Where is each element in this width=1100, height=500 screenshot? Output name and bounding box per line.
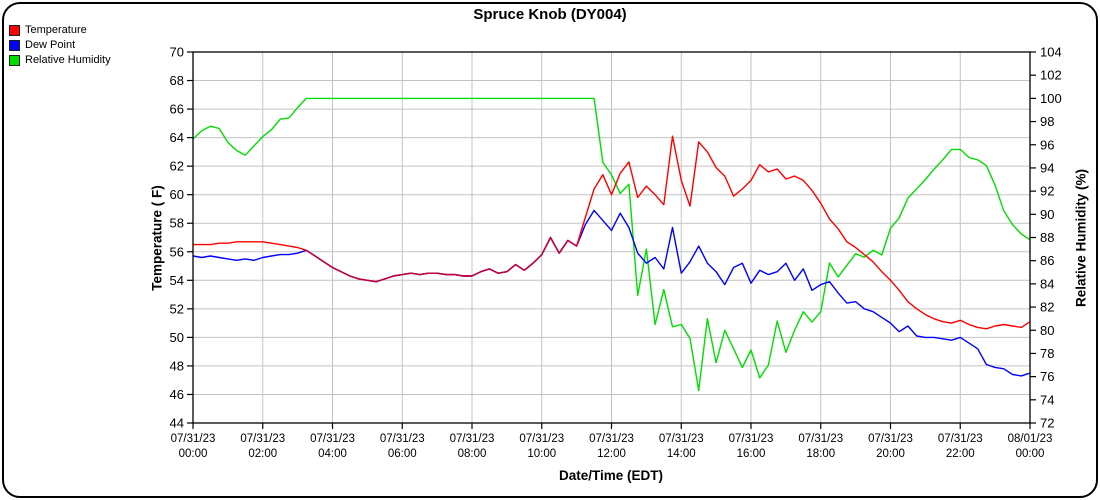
y-left-tick-label: 54 bbox=[170, 273, 184, 288]
x-tick-label-date: 07/31/23 bbox=[659, 433, 704, 445]
temperature-swatch-icon bbox=[9, 25, 20, 36]
x-tick-label-date: 07/31/23 bbox=[240, 433, 285, 445]
y-right-tick-label: 78 bbox=[1040, 346, 1054, 361]
x-tick-label-date: 07/31/23 bbox=[171, 433, 216, 445]
y-right-tick-label: 100 bbox=[1040, 91, 1062, 106]
x-tick-label-time: 10:00 bbox=[527, 448, 556, 460]
x-tick-label-date: 07/31/23 bbox=[798, 433, 843, 445]
x-tick-label-time: 18:00 bbox=[806, 448, 835, 460]
x-tick-label-time: 00:00 bbox=[1016, 448, 1045, 460]
y-right-tick-label: 84 bbox=[1040, 276, 1054, 291]
y-right-tick-label: 74 bbox=[1040, 392, 1054, 407]
legend-item-dew-point: Dew Point bbox=[9, 40, 111, 51]
legend-item-relative-humidity: Relative Humidity bbox=[9, 55, 111, 66]
series-relative-humidity-line bbox=[192, 97, 1031, 392]
x-tick-label-date: 08/01/23 bbox=[1008, 433, 1053, 445]
x-tick-label-date: 07/31/23 bbox=[380, 433, 425, 445]
x-tick-label-time: 20:00 bbox=[876, 448, 905, 460]
y-left-tick-label: 60 bbox=[170, 187, 184, 202]
y-left-tick-label: 52 bbox=[170, 301, 184, 316]
x-tick-label-time: 02:00 bbox=[248, 448, 277, 460]
y-right-tick-label: 90 bbox=[1040, 207, 1054, 222]
y-right-tick-label: 94 bbox=[1040, 160, 1054, 175]
y-right-tick-label: 82 bbox=[1040, 300, 1054, 315]
y-right-tick-label: 80 bbox=[1040, 323, 1054, 338]
legend-label-temperature: Temperature bbox=[25, 24, 87, 36]
y-right-tick-label: 104 bbox=[1040, 45, 1062, 60]
x-tick-label-date: 07/31/23 bbox=[868, 433, 913, 445]
y-left-tick-label: 66 bbox=[170, 102, 184, 117]
y-right-tick-label: 98 bbox=[1040, 114, 1054, 129]
y-right-tick-label: 76 bbox=[1040, 369, 1054, 384]
x-tick-label-time: 00:00 bbox=[179, 448, 208, 460]
y-left-tick-label: 48 bbox=[170, 358, 184, 373]
y-left-tick-label: 64 bbox=[170, 130, 184, 145]
plot-border bbox=[192, 51, 1031, 424]
y-right-tick-label: 102 bbox=[1040, 68, 1062, 83]
temp-dewpoint-overlap-line bbox=[305, 236, 577, 283]
relative-humidity-swatch-icon bbox=[9, 55, 20, 66]
legend-item-temperature: Temperature bbox=[9, 25, 111, 36]
x-tick-label-time: 06:00 bbox=[388, 448, 417, 460]
y-left-tick-label: 68 bbox=[170, 73, 184, 88]
x-tick-label-date: 07/31/23 bbox=[450, 433, 495, 445]
x-tick-label-time: 12:00 bbox=[597, 448, 626, 460]
legend: Temperature Dew Point Relative Humidity bbox=[9, 25, 111, 70]
x-tick-label-time: 04:00 bbox=[318, 448, 347, 460]
y-left-tick-label: 58 bbox=[170, 216, 184, 231]
y-right-tick-label: 92 bbox=[1040, 184, 1054, 199]
legend-label-dew-point: Dew Point bbox=[25, 39, 76, 51]
y-left-tick-label: 46 bbox=[170, 387, 184, 402]
x-tick-label-date: 07/31/23 bbox=[519, 433, 564, 445]
x-tick-label-date: 07/31/23 bbox=[938, 433, 983, 445]
y-right-tick-label: 86 bbox=[1040, 253, 1054, 268]
x-tick-label-time: 22:00 bbox=[946, 448, 975, 460]
x-tick-label-date: 07/31/23 bbox=[729, 433, 774, 445]
y-left-tick-label: 70 bbox=[170, 45, 184, 60]
y-left-tick-label: 44 bbox=[170, 416, 184, 431]
x-tick-label-time: 16:00 bbox=[737, 448, 766, 460]
page-title: Spruce Knob (DY004) bbox=[473, 6, 627, 23]
x-tick-label-time: 08:00 bbox=[458, 448, 487, 460]
y-left-tick-label: 56 bbox=[170, 244, 184, 259]
x-tick-label-date: 07/31/23 bbox=[589, 433, 634, 445]
y-left-tick-label: 62 bbox=[170, 159, 184, 174]
y-right-tick-label: 72 bbox=[1040, 416, 1054, 431]
x-tick-label-date: 07/31/23 bbox=[310, 433, 355, 445]
y-right-tick-label: 96 bbox=[1040, 137, 1054, 152]
y-right-tick-label: 88 bbox=[1040, 230, 1054, 245]
x-tick-label-time: 14:00 bbox=[667, 448, 696, 460]
y-left-tick-label: 50 bbox=[170, 330, 184, 345]
dew-point-swatch-icon bbox=[9, 40, 20, 51]
legend-label-relative-humidity: Relative Humidity bbox=[25, 54, 111, 66]
x-axis-title: Date/Time (EDT) bbox=[558, 468, 664, 483]
